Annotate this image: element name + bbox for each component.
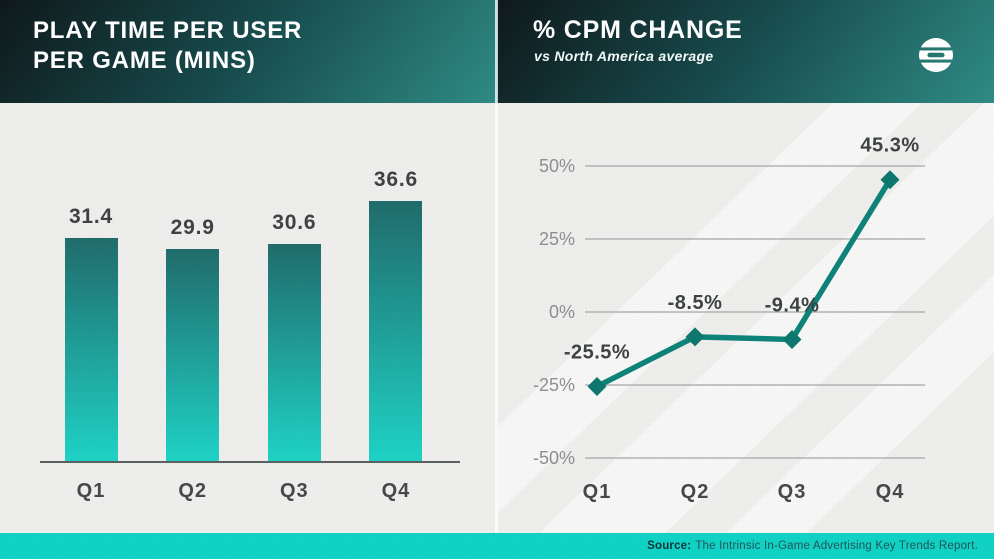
bar-category-label: Q2 [178,480,207,502]
data-point-label: -8.5% [668,292,723,314]
bar-value-label: 30.6 [272,211,317,234]
y-tick-label: 50% [539,156,575,176]
source-label: Source: [647,540,692,552]
bar [64,238,118,461]
bar-category-label: Q1 [76,480,106,502]
y-tick-label: -50% [533,448,575,468]
bar [369,201,423,461]
y-tick-label: -25% [533,375,575,395]
bar-category-label: Q4 [381,480,411,502]
line-category-label: Q1 [583,481,612,503]
bar-value-label: 31.4 [68,205,114,228]
y-tick-label: 0% [549,302,575,322]
bar-column: 36.6 [369,168,423,461]
bar-chart-title-line2: PER GAME (MINS) [33,47,256,74]
bar-chart-x-axis-line [40,461,460,463]
line-chart-subtitle: vs North America average [534,48,714,64]
line-chart: 50% 25% 0% -25% -50% -25.5% Q1 -8.5% Q2 -9.4% Q3 45… [533,135,925,503]
line-chart-title: % CPM CHANGE [533,16,743,44]
bar-chart-panel: 31.4 29.9 30.6 36.6 Q1 Q2 Q3 Q4 [0,103,497,533]
striped-sphere-logo-icon [918,37,954,73]
line-category-label: Q2 [681,481,710,503]
panel-divider [495,0,498,533]
line-category-label: Q3 [778,481,807,503]
data-point-marker [880,170,900,190]
bar [166,249,220,461]
data-point-marker [685,327,705,347]
line-category-label: Q4 [876,481,905,503]
y-tick-label: 25% [539,229,575,249]
bar-value-label: 29.9 [170,216,215,239]
bar-chart-title: PLAY TIME PER USER PER GAME (MINS) [33,16,302,76]
bar-column: 29.9 [166,216,220,461]
line-series [594,176,893,390]
bar-category-label: Q3 [279,480,309,502]
bar-chart-title-line1: PLAY TIME PER USER [33,17,303,44]
data-point-label: 45.3% [860,135,919,157]
line-chart-panel: 50% 25% 0% -25% -50% -25.5% Q1 -8.5% Q2 -9.4% Q3 45… [497,103,994,533]
bar [267,244,321,461]
bar-column: 30.6 [267,211,321,461]
bar-column: 31.4 [64,205,118,461]
source-text: The Intrinsic In-Game Advertising Key Tr… [695,540,978,552]
data-point-marker [782,329,802,349]
footer-source-bar: Source: The Intrinsic In-Game Advertisin… [0,533,994,559]
data-point-marker [587,376,607,396]
bar-chart-category-labels: Q1 Q2 Q3 Q4 [0,480,497,503]
header-right-panel: % CPM CHANGE vs North America average [497,0,994,103]
bar-chart: 31.4 29.9 30.6 36.6 [0,168,497,461]
bar-value-label: 36.6 [373,168,418,191]
data-point-label: -9.4% [765,294,820,316]
header-left-panel: PLAY TIME PER USER PER GAME (MINS) [0,0,497,103]
data-point-label: -25.5% [564,341,630,363]
